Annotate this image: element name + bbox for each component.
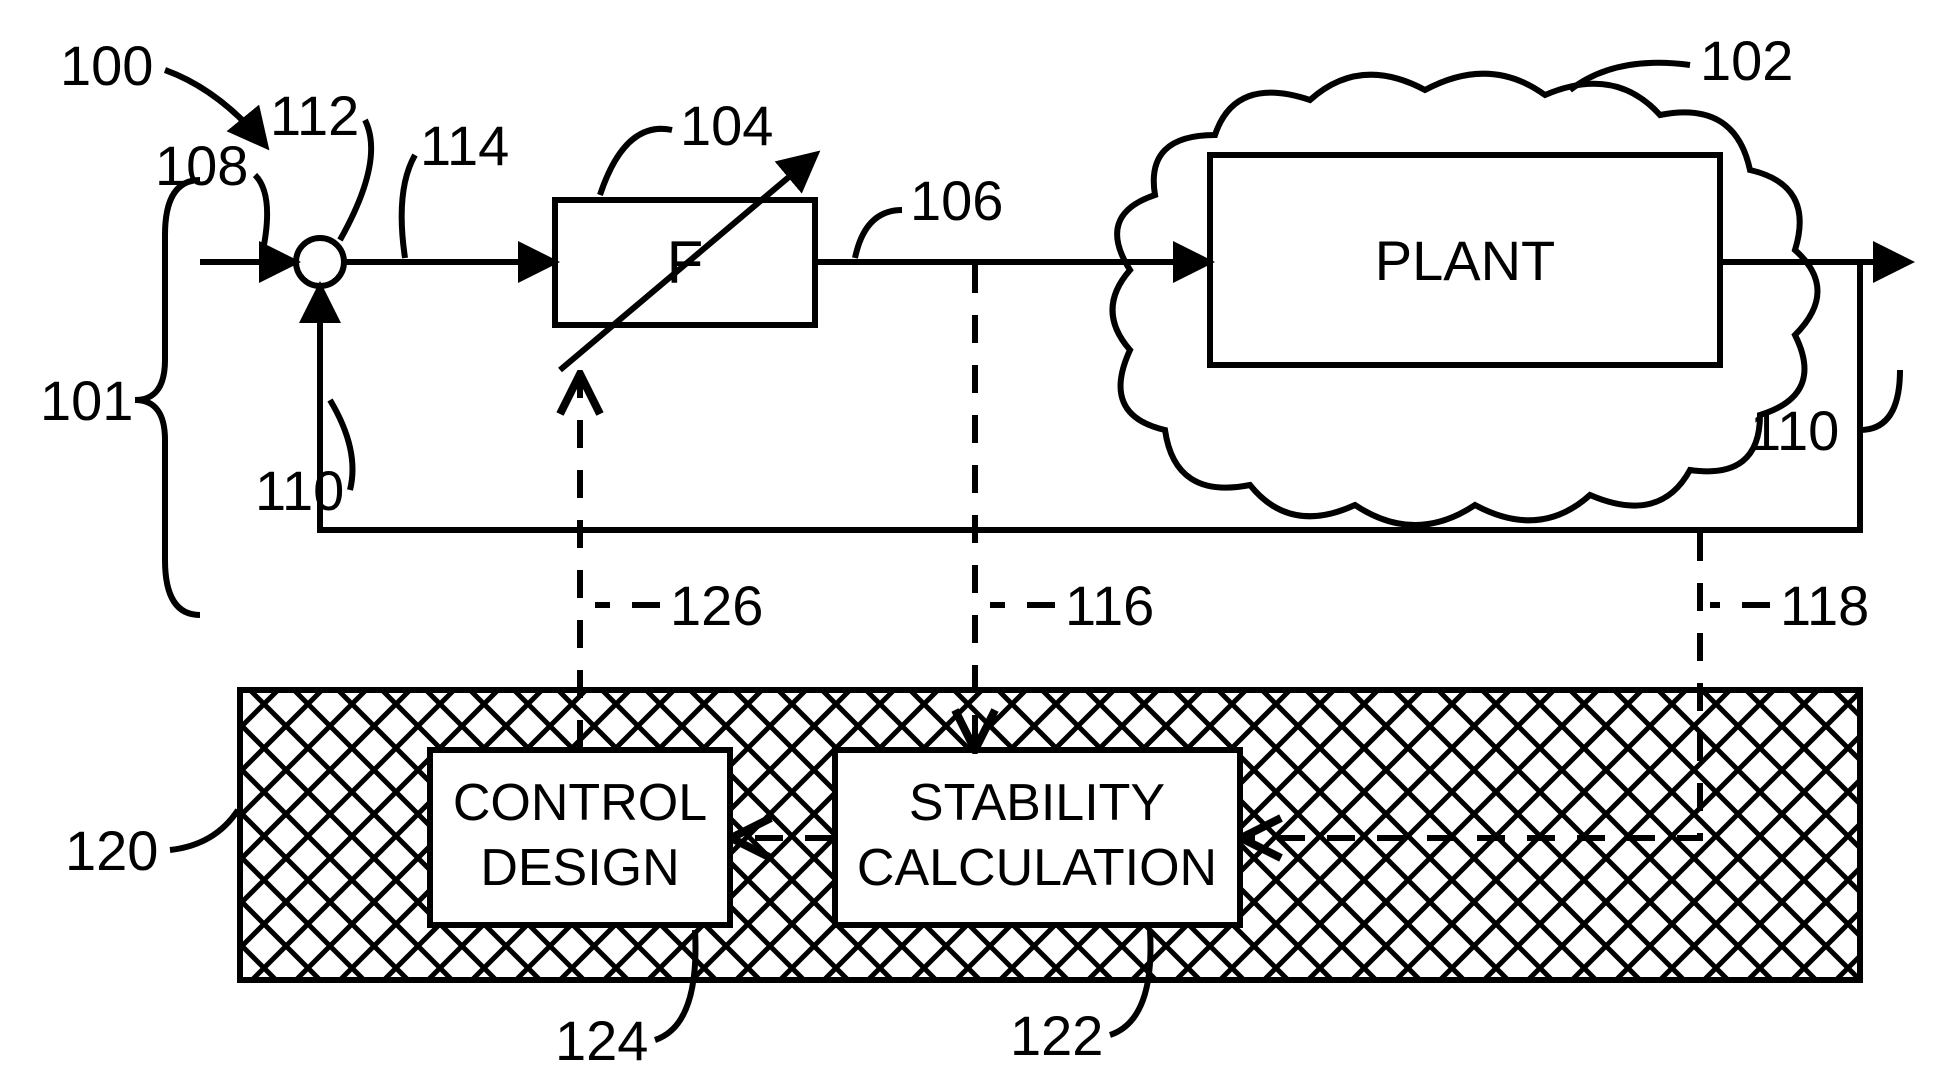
stability-label-2: CALCULATION: [857, 839, 1217, 897]
ref-110-left: 110: [255, 400, 353, 522]
ref-101: 101: [40, 180, 200, 615]
svg-text:104: 104: [680, 94, 773, 157]
ref-114: 114: [402, 114, 510, 258]
ref-100: 100: [60, 34, 265, 145]
svg-text:124: 124: [555, 1009, 648, 1072]
plant-label: PLANT: [1375, 229, 1556, 292]
svg-text:110: 110: [1750, 399, 1839, 462]
control-design-label-2: DESIGN: [480, 839, 679, 897]
ref-120: 120: [65, 810, 238, 882]
svg-text:112: 112: [270, 84, 359, 147]
plant-cloud: PLANT: [1113, 74, 1818, 525]
svg-text:126: 126: [670, 574, 763, 637]
stability-calc-block: STABILITY CALCULATION: [835, 750, 1240, 925]
ref-116: 116: [990, 574, 1154, 637]
svg-text:100: 100: [60, 34, 153, 97]
control-design-block: CONTROL DESIGN: [430, 750, 730, 925]
summing-junction: [296, 238, 344, 286]
svg-text:116: 116: [1065, 574, 1154, 637]
svg-text:101: 101: [40, 369, 133, 432]
svg-text:106: 106: [910, 169, 1003, 232]
ref-106: 106: [855, 169, 1003, 258]
ref-108: 108: [155, 134, 267, 255]
svg-text:118: 118: [1780, 574, 1869, 637]
svg-text:114: 114: [420, 114, 509, 177]
ref-112: 112: [270, 84, 371, 240]
ref-126: 126: [595, 574, 763, 637]
svg-text:108: 108: [155, 134, 248, 197]
stability-label-1: STABILITY: [909, 774, 1165, 832]
svg-text:122: 122: [1010, 1004, 1103, 1067]
svg-text:120: 120: [65, 819, 158, 882]
control-design-label-1: CONTROL: [453, 774, 707, 832]
ref-104: 104: [600, 94, 773, 195]
ref-118: 118: [1710, 574, 1869, 637]
svg-text:102: 102: [1700, 29, 1793, 92]
svg-text:110: 110: [255, 459, 344, 522]
f-block: F: [555, 155, 815, 370]
